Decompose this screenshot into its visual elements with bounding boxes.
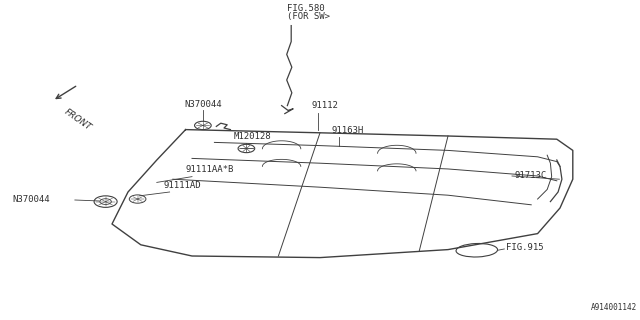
Text: (FOR SW>: (FOR SW>	[287, 12, 330, 20]
Text: FIG.915: FIG.915	[506, 243, 543, 252]
Text: A914001142: A914001142	[591, 303, 637, 312]
Text: N370044: N370044	[13, 195, 51, 204]
Text: 91111AD: 91111AD	[163, 181, 201, 190]
Text: FIG.580: FIG.580	[287, 4, 324, 12]
Text: FRONT: FRONT	[63, 107, 93, 132]
Text: M120128: M120128	[234, 132, 271, 141]
Text: 91713C: 91713C	[515, 171, 547, 180]
Text: 91112: 91112	[312, 101, 339, 110]
Text: 91111AA*B: 91111AA*B	[186, 165, 234, 174]
Text: N370044: N370044	[184, 100, 222, 109]
Text: 91163H: 91163H	[332, 126, 364, 135]
